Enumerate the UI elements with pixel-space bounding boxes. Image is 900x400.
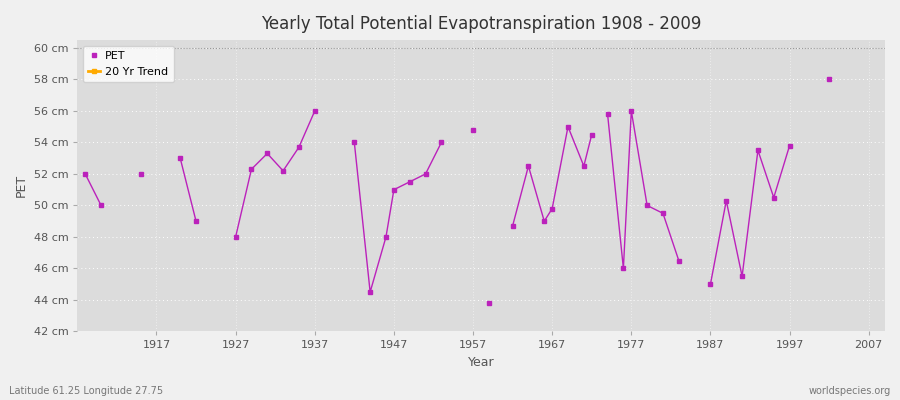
PET bbox=[349, 140, 360, 145]
PET bbox=[547, 206, 558, 211]
PET bbox=[310, 108, 320, 113]
Legend: PET, 20 Yr Trend: PET, 20 Yr Trend bbox=[83, 46, 174, 82]
PET bbox=[483, 301, 494, 306]
PET bbox=[420, 172, 431, 176]
PET bbox=[80, 172, 91, 176]
PET bbox=[364, 290, 375, 294]
PET bbox=[737, 274, 748, 279]
PET bbox=[175, 156, 185, 161]
PET bbox=[562, 124, 573, 129]
Y-axis label: PET: PET bbox=[15, 174, 28, 197]
PET bbox=[769, 195, 779, 200]
PET bbox=[602, 112, 613, 116]
PET bbox=[658, 211, 669, 216]
Text: worldspecies.org: worldspecies.org bbox=[809, 386, 891, 396]
PET bbox=[539, 219, 550, 224]
PET bbox=[642, 203, 652, 208]
PET bbox=[673, 258, 684, 263]
Title: Yearly Total Potential Evapotranspiration 1908 - 2009: Yearly Total Potential Evapotranspiratio… bbox=[261, 15, 701, 33]
PET bbox=[586, 132, 597, 137]
X-axis label: Year: Year bbox=[468, 356, 494, 369]
PET bbox=[824, 77, 834, 82]
PET bbox=[468, 128, 479, 132]
PET bbox=[278, 168, 289, 173]
PET bbox=[579, 164, 590, 168]
PET bbox=[626, 108, 636, 113]
PET bbox=[784, 143, 795, 148]
PET bbox=[721, 198, 732, 203]
PET bbox=[618, 266, 629, 271]
PET bbox=[135, 172, 146, 176]
PET bbox=[191, 219, 202, 224]
PET bbox=[381, 234, 392, 239]
Text: Latitude 61.25 Longitude 27.75: Latitude 61.25 Longitude 27.75 bbox=[9, 386, 163, 396]
PET bbox=[508, 224, 518, 228]
PET bbox=[752, 148, 763, 153]
PET bbox=[404, 180, 415, 184]
Line: PET: PET bbox=[83, 77, 832, 305]
PET bbox=[95, 203, 106, 208]
PET bbox=[523, 164, 534, 168]
PET bbox=[262, 151, 273, 156]
PET bbox=[389, 187, 400, 192]
PET bbox=[705, 282, 716, 286]
PET bbox=[230, 234, 241, 239]
PET bbox=[293, 145, 304, 150]
PET bbox=[246, 167, 256, 172]
PET bbox=[436, 140, 446, 145]
